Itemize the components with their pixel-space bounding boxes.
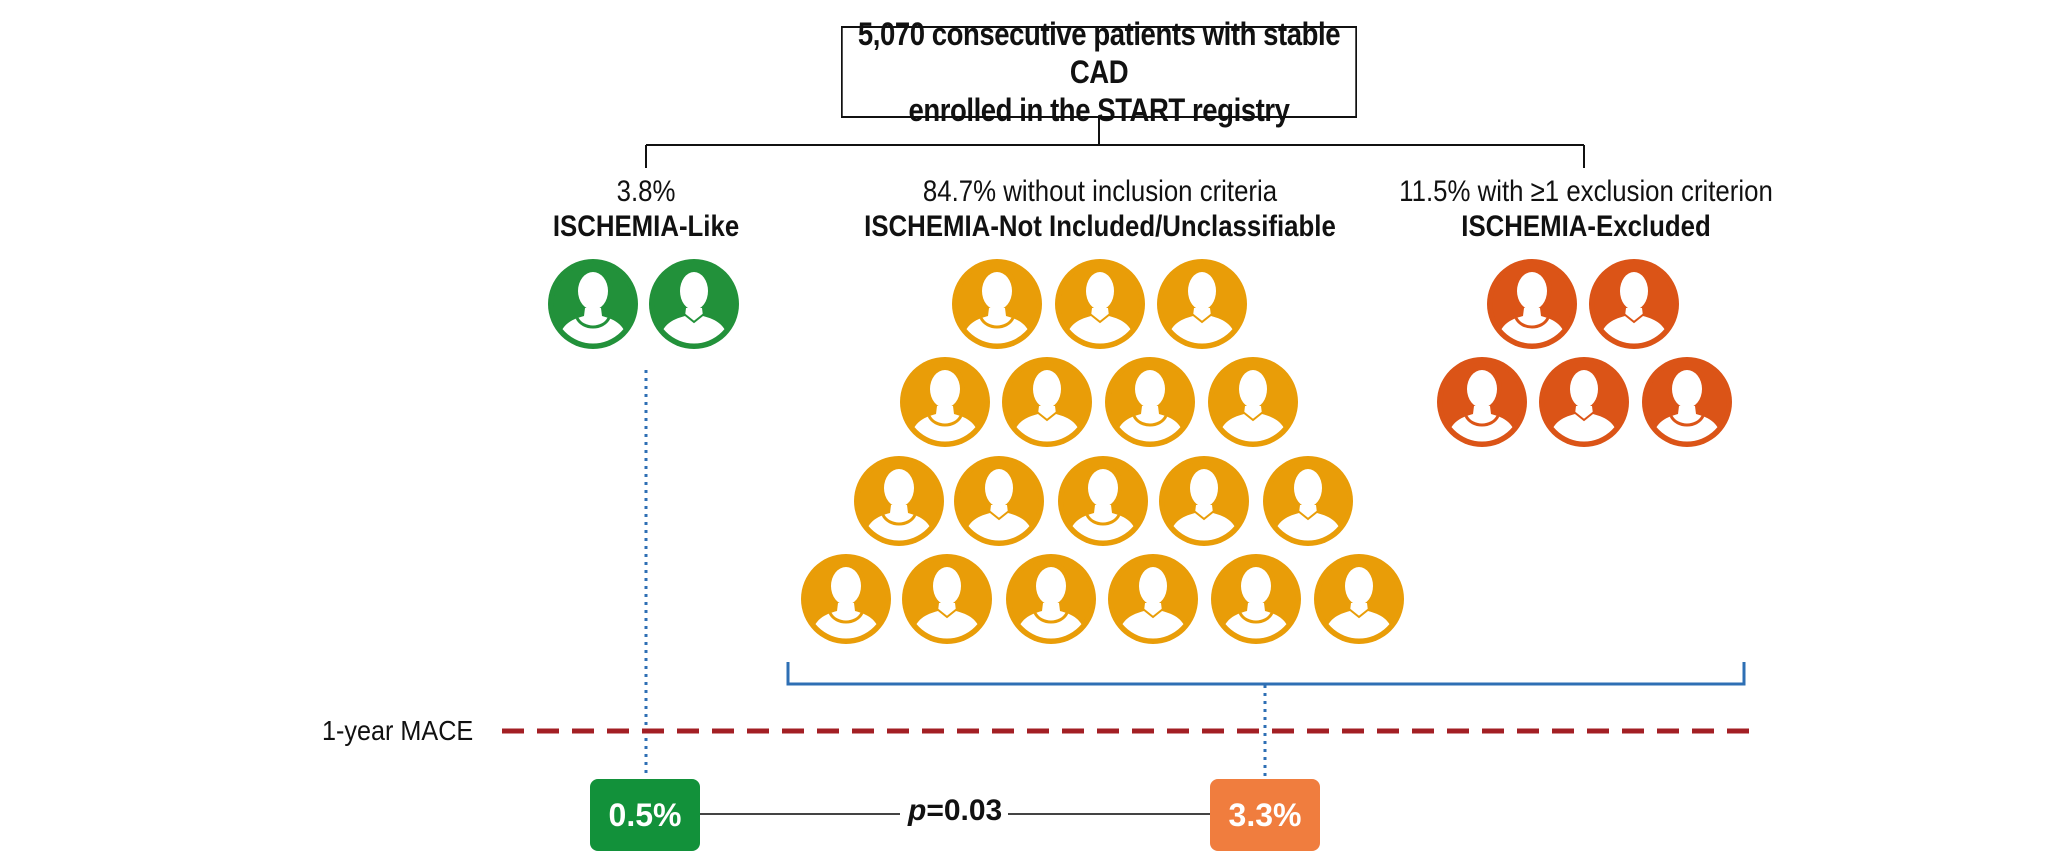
person-icons <box>548 259 1732 644</box>
male-person-icon <box>1157 259 1247 349</box>
p-value-symbol: p <box>908 794 927 827</box>
female-person-icon <box>1211 554 1301 644</box>
male-person-icon <box>649 259 739 349</box>
female-person-icon <box>1487 259 1577 349</box>
female-person-icon <box>801 554 891 644</box>
not-included-percentage: 84.7% without inclusion criteria <box>922 175 1278 208</box>
female-person-icon <box>854 456 944 546</box>
not-included-group-name: ISCHEMIA-Not Included/Unclassifiable <box>864 210 1336 243</box>
population-box: 5,070 consecutive patients with stable C… <box>841 16 1357 128</box>
group-bracket <box>786 662 1746 686</box>
male-person-icon <box>1589 259 1679 349</box>
excluded-percentage: 11.5% with ≥1 exclusion criterion <box>1399 175 1773 208</box>
female-person-icon <box>952 259 1042 349</box>
male-person-icon <box>1108 554 1198 644</box>
female-person-icon <box>1105 357 1195 447</box>
male-person-icon <box>1263 456 1353 546</box>
male-person-icon <box>1002 357 1092 447</box>
population-line-1: 5,070 consecutive patients with stable C… <box>857 16 1341 90</box>
p-value-number: =0.03 <box>926 794 1003 827</box>
male-person-icon <box>1159 456 1249 546</box>
like-mace-value: 0.5% <box>590 779 700 851</box>
like-group-name: ISCHEMIA-Like <box>552 210 740 243</box>
like-percentage: 3.8% <box>616 175 676 208</box>
female-person-icon <box>1642 357 1732 447</box>
male-person-icon <box>954 456 1044 546</box>
male-person-icon <box>1208 357 1298 447</box>
mace-label: 1-year MACE <box>322 715 474 746</box>
excluded-group-name: ISCHEMIA-Excluded <box>1461 210 1711 243</box>
female-person-icon <box>1006 554 1096 644</box>
male-person-icon <box>1539 357 1629 447</box>
other-mace-value: 3.3% <box>1210 779 1320 851</box>
population-line-2: enrolled in the START registry <box>908 92 1290 128</box>
female-person-icon <box>1058 456 1148 546</box>
female-person-icon <box>900 357 990 447</box>
male-person-icon <box>1055 259 1145 349</box>
p-value: p=0.03 <box>908 794 1002 828</box>
female-person-icon <box>548 259 638 349</box>
male-person-icon <box>1314 554 1404 644</box>
female-person-icon <box>1437 357 1527 447</box>
male-person-icon <box>902 554 992 644</box>
